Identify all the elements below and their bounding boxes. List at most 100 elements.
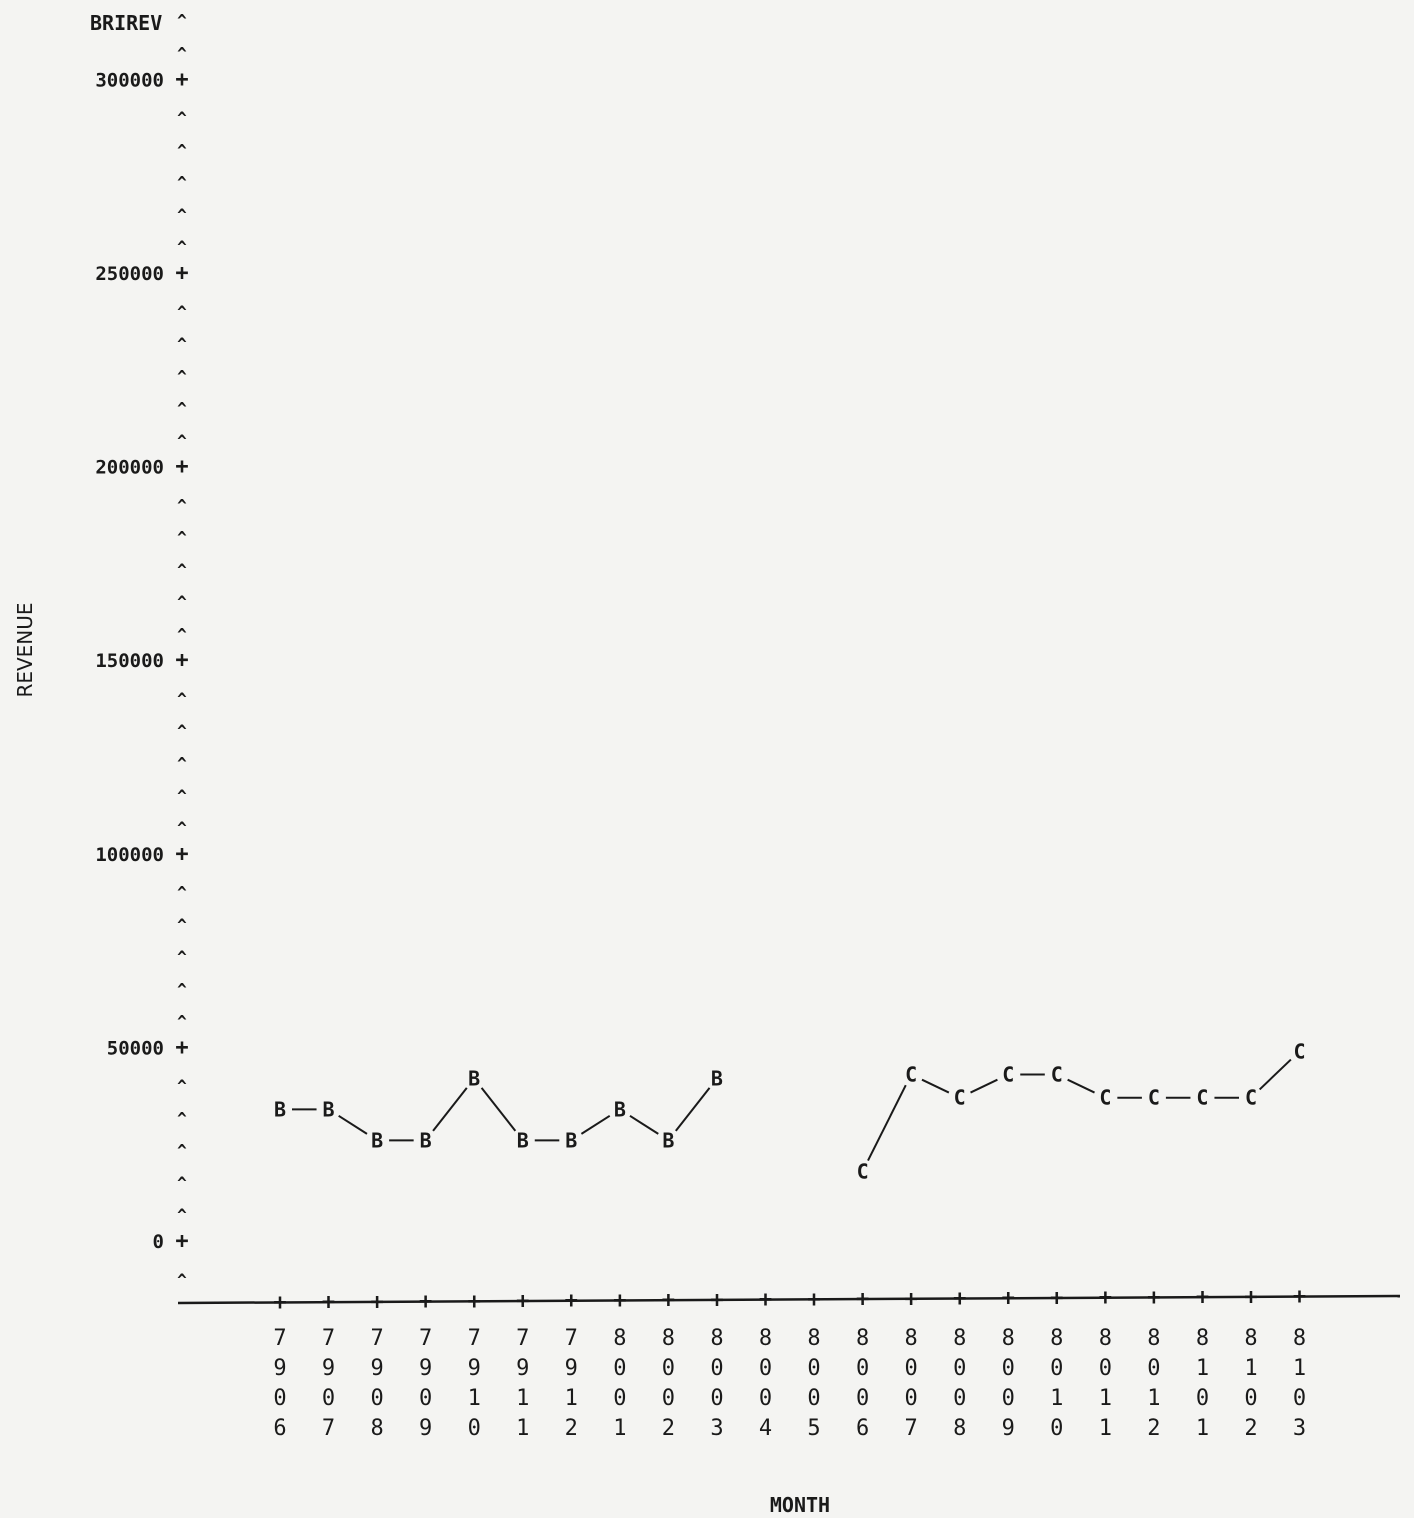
x-tick-mark: + <box>662 1288 675 1313</box>
y-axis-caret: ^ <box>177 205 187 224</box>
data-point: C <box>1051 1063 1063 1087</box>
y-axis-caret: ^ <box>177 1109 187 1128</box>
chart-title: BRIREV <box>90 11 162 35</box>
y-axis-caret: ^ <box>177 689 187 708</box>
y-tick-label: 200000 <box>95 457 164 479</box>
y-axis-caret: ^ <box>177 1077 187 1096</box>
y-axis-caret: ^ <box>177 1173 187 1192</box>
x-tick-mark: + <box>1147 1285 1160 1310</box>
x-tick-mark: + <box>468 1289 481 1314</box>
series-segment <box>480 1087 517 1132</box>
data-point: C <box>954 1086 966 1110</box>
y-tick-mark: + <box>175 842 188 867</box>
y-tick-mark: + <box>175 261 188 286</box>
data-point: B <box>614 1097 626 1121</box>
y-tick-mark: + <box>175 67 188 92</box>
x-tick-mark: + <box>613 1288 626 1313</box>
data-point: B <box>274 1097 286 1121</box>
y-tick-label: 150000 <box>95 650 164 672</box>
x-tick-mark: + <box>1244 1285 1257 1310</box>
y-axis-caret: ^ <box>177 722 187 741</box>
data-point: C <box>1099 1086 1111 1110</box>
y-tick-label: 0 <box>153 1231 164 1253</box>
y-axis-caret: ^ <box>177 109 187 128</box>
data-point: B <box>468 1066 480 1090</box>
data-point: B <box>323 1097 335 1121</box>
x-axis: +7 9 0 6 +7 9 0 7 +7 9 0 8 +7 9 0 9 +7 9 1 0 +7 9 1 1 +7 9 1 2 +8 0 0 1… <box>273 1285 1306 1441</box>
y-tick-label: 100000 <box>95 844 164 866</box>
x-tick-mark: + <box>856 1287 869 1312</box>
data-point: C <box>1245 1086 1257 1110</box>
y-axis-caret: ^ <box>177 883 187 902</box>
x-tick-mark: + <box>1293 1285 1306 1310</box>
x-tick-mark: + <box>953 1287 966 1312</box>
y-axis-caret: ^ <box>177 1141 187 1160</box>
y-axis-caret: ^ <box>177 44 187 63</box>
series-segment <box>1067 1078 1095 1094</box>
data-point: B <box>371 1128 383 1152</box>
series-segment <box>1258 1058 1292 1091</box>
y-tick-label: 50000 <box>107 1037 164 1059</box>
series-segment <box>432 1087 468 1132</box>
x-tick-mark: + <box>1002 1286 1015 1311</box>
series-segment <box>580 1114 611 1135</box>
x-tick-mark: + <box>516 1289 529 1314</box>
y-axis-caret: ^ <box>177 173 187 192</box>
data-point: C <box>857 1159 869 1183</box>
y-axis-caret: ^ <box>177 399 187 418</box>
data-point: B <box>420 1128 432 1152</box>
x-tick-mark: + <box>905 1287 918 1312</box>
y-axis-caret: ^ <box>177 141 187 160</box>
y-axis-caret: ^ <box>177 496 187 515</box>
y-axis-caret: ^ <box>177 625 187 644</box>
series-points: B B B B B B B B B B C C C C C C C C C C <box>274 1039 1306 1183</box>
data-point: B <box>662 1128 674 1152</box>
y-tick-mark: + <box>175 648 188 673</box>
y-axis-caret: ^ <box>177 980 187 999</box>
y-axis: ^ + ^ ^ ^ ^ ^ + ^ ^ ^ ^ ^ + ^ ^ ^ ^ ^ + ^ ^ ^ ^ ^ + ^ ^ ^ ^ ^ + ^ ^ ^ ^ ^ + ^ ^… <box>95 11 188 1289</box>
series-lines <box>292 1058 1292 1162</box>
y-axis-caret: ^ <box>177 367 187 386</box>
y-tick-label: 300000 <box>95 69 164 91</box>
x-tick-mark: + <box>565 1289 578 1314</box>
series-segment <box>921 1078 950 1094</box>
y-axis-caret: ^ <box>177 915 187 934</box>
y-tick-label: 250000 <box>95 263 164 285</box>
data-point: C <box>1148 1086 1160 1110</box>
x-tick-mark: + <box>1196 1285 1209 1310</box>
y-tick-mark: + <box>175 1035 188 1060</box>
x-tick-mark: + <box>419 1290 432 1315</box>
y-axis-caret: ^ <box>177 11 187 30</box>
y-tick-mark: + <box>175 1229 188 1254</box>
y-axis-caret: ^ <box>177 754 187 773</box>
y-axis-caret: ^ <box>177 1206 187 1225</box>
y-axis-caret: ^ <box>177 593 187 612</box>
x-tick-mark: + <box>710 1288 723 1313</box>
data-point: C <box>905 1063 917 1087</box>
x-tick-mark: + <box>273 1290 286 1315</box>
y-axis-caret: ^ <box>177 819 187 838</box>
y-axis-caret: ^ <box>177 431 187 450</box>
x-tick-mark: + <box>1050 1286 1063 1311</box>
y-axis-caret: ^ <box>177 302 187 321</box>
data-point: B <box>565 1128 577 1152</box>
x-tick-mark: + <box>322 1290 335 1315</box>
y-axis-caret: ^ <box>177 1012 187 1031</box>
data-point: C <box>1002 1063 1014 1087</box>
y-axis-caret: ^ <box>177 238 187 257</box>
series-segment <box>867 1084 907 1162</box>
